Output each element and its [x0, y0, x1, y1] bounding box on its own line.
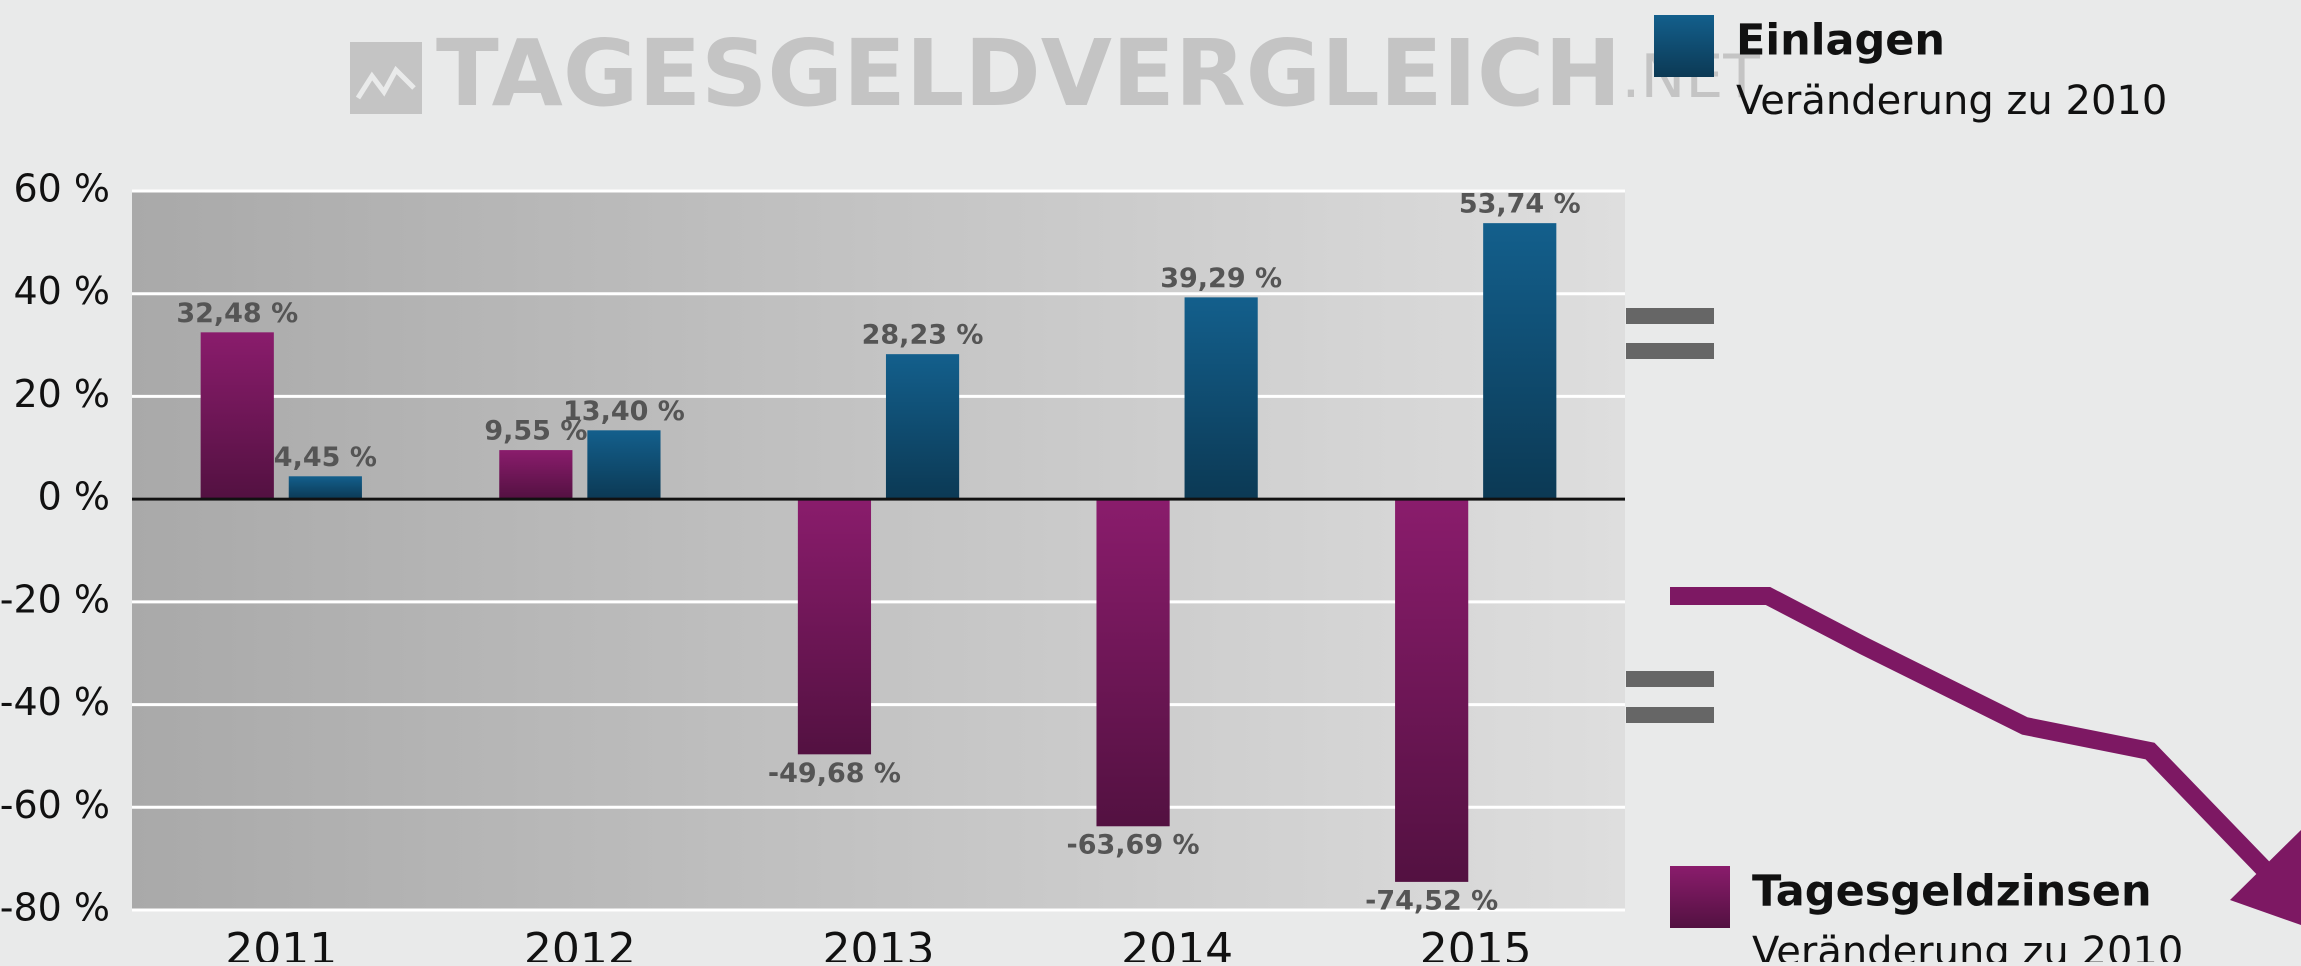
y-tick-label: -80 %	[0, 886, 110, 930]
x-tick-label: 2013	[823, 924, 935, 962]
legend-label: Tagesgeldzinsen	[1752, 867, 2152, 917]
arrow-line	[1670, 587, 2272, 877]
logo-icon	[350, 42, 422, 114]
bar-shade	[499, 450, 573, 500]
brand-main: TAGESGELDVERGLEICH	[436, 20, 1621, 127]
y-tick-label: 0 %	[38, 475, 110, 519]
decline-arrow	[1670, 587, 2301, 925]
equals-bar	[1626, 343, 1714, 359]
bar-shade	[200, 332, 274, 500]
arrow-head	[2230, 830, 2301, 925]
y-tick-label: -60 %	[0, 783, 110, 827]
equals-signs	[1626, 308, 1714, 723]
value-label: 32,48 %	[176, 298, 298, 329]
brand: TAGESGELDVERGLEICH.NET	[436, 20, 1760, 127]
y-tick-label: 20 %	[13, 372, 110, 416]
x-tick-label: 2015	[1420, 924, 1532, 962]
equals-bar	[1626, 308, 1714, 324]
value-label: -74,52 %	[1365, 885, 1498, 916]
value-label: 39,29 %	[1160, 263, 1282, 294]
legend-subtitle: Veränderung zu 2010	[1736, 78, 2167, 124]
bar-shade	[1184, 297, 1258, 500]
bar-shade	[288, 476, 362, 500]
x-tick-label: 2011	[225, 924, 337, 962]
x-tick-label: 2012	[524, 924, 636, 962]
logo-icon-line	[355, 65, 416, 100]
plot-area	[132, 191, 1625, 910]
value-label: 9,55 %	[484, 416, 587, 447]
equals-bar	[1626, 671, 1714, 687]
legend-swatch-shade	[1670, 866, 1730, 928]
value-label: -49,68 %	[768, 758, 901, 789]
value-label: 4,45 %	[274, 442, 377, 473]
bar-shade	[797, 499, 872, 755]
legend-subtitle: Veränderung zu 2010	[1752, 929, 2183, 962]
legend-label: Einlagen	[1736, 16, 1945, 66]
legend-swatch-shade	[1654, 15, 1714, 77]
y-tick-label: -40 %	[0, 680, 110, 724]
y-tick-label: -20 %	[0, 577, 110, 621]
bar-shade	[587, 430, 661, 500]
legend-item: Tagesgeldzinsen Veränderung zu 2010	[1670, 866, 2183, 966]
x-tick-label: 2014	[1121, 924, 1233, 962]
value-label: -63,69 %	[1067, 830, 1200, 861]
bar-shade	[1395, 499, 1469, 882]
bar-shade	[1483, 223, 1557, 500]
legend-item: Einlagen Veränderung zu 2010	[1654, 15, 2167, 124]
y-tick-label: 40 %	[13, 269, 110, 313]
bar-shade	[885, 354, 960, 500]
value-label: 53,74 %	[1459, 189, 1581, 220]
y-tick-label: 60 %	[13, 167, 110, 211]
equals-bar	[1626, 707, 1714, 723]
value-label: 13,40 %	[563, 396, 685, 427]
bar-shade	[1096, 499, 1170, 827]
logo: TAGESGELDVERGLEICH.NET	[350, 20, 1760, 127]
value-label: 28,23 %	[862, 320, 984, 351]
